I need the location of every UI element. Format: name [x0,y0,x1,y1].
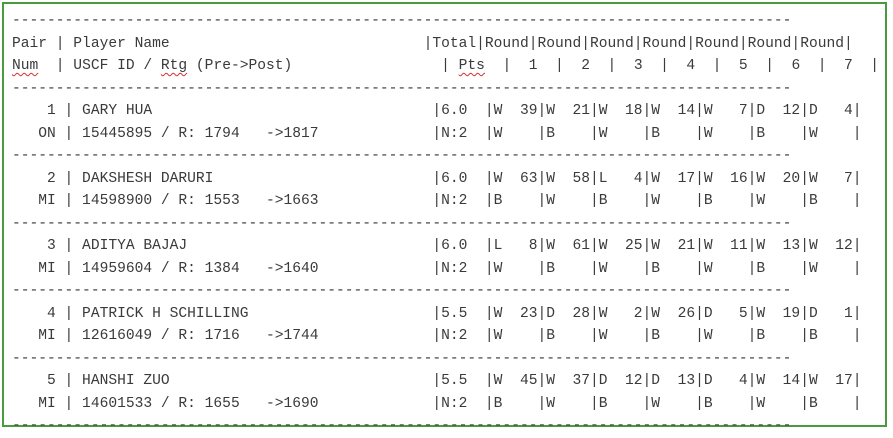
player-row-3-line-2: MI | 14959604 / R: 1384 ->1640 |N:2 |W |… [12,260,862,277]
header-num-label: Num [12,58,39,74]
player-row-1-line-2: ON | 15445895 / R: 1794 ->1817 |N:2 |W |… [12,125,862,142]
player-row-4-line-1: 4 | PATRICK H SCHILLING |5.5 |W 23|D 28|… [12,305,862,322]
separator-line: ----------------------------------------… [12,283,792,299]
player-row-2-line-2: MI | 14598900 / R: 1553 ->1663 |N:2 |B |… [12,193,862,209]
separator-line: ----------------------------------------… [12,215,792,232]
separator-line: ----------------------------------------… [12,350,792,367]
header-uscf-label: | USCF ID / [38,58,161,74]
header-prepost-label: (Pre->Post) | [187,58,459,74]
player-row-4-line-2: MI | 12616049 / R: 1716 ->1744 |N:2 |W |… [12,328,862,344]
header-line-1: Pair | Player Name |Total|Round|Round|Ro… [12,35,853,52]
player-row-5-line-2: MI | 14601533 / R: 1655 ->1690 |N:2 |B |… [12,395,862,412]
player-row-5-line-1: 5 | HANSHI ZUO |5.5 |W 45|W 37|D 12|D 13… [12,373,862,389]
crosstable-frame: ----------------------------------------… [2,2,887,434]
player-row-1-line-1: 1 | GARY HUA |6.0 |W 39|W 21|W 18|W 14|W… [12,103,862,119]
header-pts-label: Pts [458,58,485,74]
crosstable-text: ----------------------------------------… [12,10,879,438]
header-rtg-label: Rtg [160,58,188,74]
separator-line: ----------------------------------------… [12,80,792,97]
separator-line: ----------------------------------------… [12,418,792,434]
player-row-2-line-1: 2 | DAKSHESH DARURI |6.0 |W 63|W 58|L 4|… [12,170,862,187]
separator-line: ----------------------------------------… [12,148,792,164]
header-line-2: Num | USCF ID / Rtg (Pre->Post) | Pts | … [12,55,879,78]
player-row-3-line-1: 3 | ADITYA BAJAJ |6.0 |L 8|W 61|W 25|W 2… [12,238,862,254]
separator-line: ----------------------------------------… [12,13,792,29]
header-round-numbers: | 1 | 2 | 3 | 4 | 5 | 6 | 7 | [484,58,880,74]
